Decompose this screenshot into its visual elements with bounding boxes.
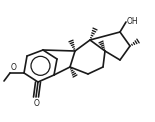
- Text: OH: OH: [127, 16, 139, 25]
- Text: O: O: [34, 99, 40, 108]
- Text: O: O: [11, 63, 16, 72]
